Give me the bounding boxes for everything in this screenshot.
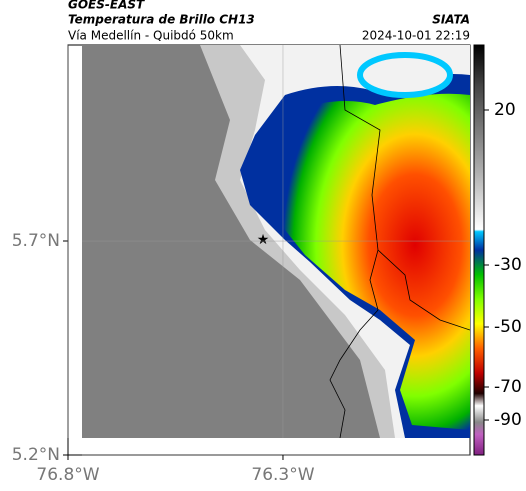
product: Temperatura de Brillo CH13 [68,13,255,27]
colorbar-tick-label: -30 [494,255,522,275]
lat-tick-label: 5.2°N [12,445,60,465]
timestamp: 2024-10-01 22:19 [362,29,470,43]
region: Vía Medellín - Quibdó 50km [68,29,234,43]
imagery: ★ [82,45,470,438]
colorbar-tick-label: -70 [494,377,522,397]
satellite: GOES-EAST [68,0,145,12]
colorbar-tick-label: -50 [494,317,522,337]
border [329,249,379,438]
lon-tick-label: 76.8°W [36,465,99,485]
colorbar-tick-label: 20 [494,100,516,120]
colorbar-tick-label: -90 [494,410,522,430]
storm-core [250,93,470,430]
location-star: ★ [257,232,270,248]
lon-tick-label: 76.3°W [251,465,314,485]
colorbar [473,44,485,456]
clear-patch [357,52,453,98]
lat-tick-label: 5.7°N [12,231,60,251]
source: SIATA [432,13,470,27]
